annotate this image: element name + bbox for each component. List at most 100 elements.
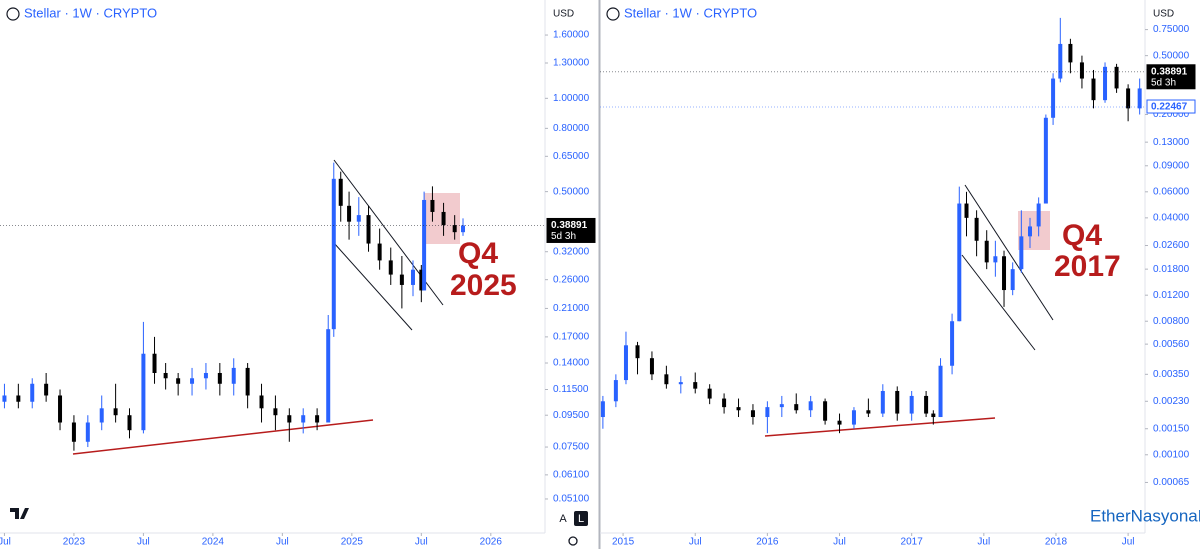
y-tick-label: 0.00065 [1153, 477, 1190, 488]
candle-body [203, 372, 208, 379]
y-tick-label: 0.65000 [553, 151, 590, 162]
candle-body [909, 395, 914, 414]
candle-body [613, 380, 618, 402]
candle-body [765, 407, 770, 418]
y-tick-label: 0.21000 [553, 303, 590, 314]
x-tick-label: 2015 [612, 537, 635, 548]
y-tick-label: 0.00350 [1153, 369, 1190, 380]
candle-body [388, 260, 393, 275]
y-tick-label: 0.50000 [1153, 50, 1190, 61]
price-tag-label: 0.22467 [1151, 102, 1188, 113]
candle-body [245, 367, 250, 396]
y-tick-label: 0.11500 [553, 384, 589, 395]
candle-body [190, 378, 195, 384]
candle-body [127, 415, 132, 431]
y-tick-label: 0.00800 [1153, 316, 1190, 327]
candle-body [993, 256, 998, 263]
x-tick-label: Jul [689, 537, 702, 548]
candle-body [1114, 66, 1119, 89]
candle-body [410, 269, 415, 285]
support-line [764, 417, 996, 437]
x-tick-label: Jul [833, 537, 846, 548]
scale-button[interactable] [556, 511, 570, 526]
x-tick-label: Jul [276, 537, 289, 548]
candle-body [950, 321, 955, 366]
y-tick-label: 1.30000 [553, 58, 590, 69]
y-tick-label: 0.02600 [1153, 240, 1190, 251]
y-tick-label: 0.20000 [1153, 109, 1190, 120]
candle-body [287, 415, 292, 423]
scale-button[interactable] [574, 511, 588, 526]
candle-body [1027, 226, 1032, 237]
scale-button-label[interactable]: A [559, 513, 567, 525]
candle-body [422, 199, 427, 291]
candle-body [851, 410, 856, 425]
candle-body [217, 372, 222, 384]
x-tick-label: 2017 [901, 537, 924, 548]
currency[interactable]: USD [1153, 9, 1174, 20]
annotation: 2017 [1054, 250, 1121, 283]
candle-body [623, 345, 628, 381]
x-tick-label: Jul [977, 537, 990, 548]
candle-body [1036, 203, 1041, 227]
candle-body [794, 404, 799, 411]
candle-body [430, 199, 435, 212]
y-tick-label: 0.05100 [553, 494, 590, 505]
channel-line [961, 254, 1036, 351]
candle-body [1079, 62, 1084, 79]
x-tick-label: Jul [415, 537, 428, 548]
y-tick-label: 0.09000 [1153, 160, 1190, 171]
x-tick-label: 2026 [480, 537, 503, 548]
candle-body [750, 410, 755, 418]
scale-button-label[interactable]: L [578, 513, 584, 525]
candle-body [152, 353, 157, 373]
y-tick-label: 0.14000 [553, 358, 590, 369]
candle-body [326, 329, 331, 423]
price-tag-label: 0.38891 [551, 220, 588, 231]
price-tag [546, 217, 596, 243]
candle-body [1103, 66, 1108, 101]
candle-body [441, 211, 446, 226]
candle-body [30, 383, 35, 402]
candle-body [974, 217, 979, 241]
support-line [72, 419, 374, 455]
x-tick-label: 2025 [341, 537, 364, 548]
y-tick-label: 0.00100 [1153, 449, 1190, 460]
candle-body [347, 205, 352, 222]
candle-body [113, 408, 118, 416]
candle-body [895, 390, 900, 414]
price-tag [1146, 64, 1196, 90]
y-tick-label: 0.26000 [553, 274, 590, 285]
y-tick-label: 0.32000 [553, 246, 590, 257]
candle-body [866, 410, 871, 414]
y-tick-label: 0.13000 [1153, 137, 1190, 148]
candle-body [273, 408, 278, 416]
candle-body [356, 215, 361, 222]
y-tick-label: 1.00000 [553, 93, 590, 104]
candle-body [2, 395, 7, 402]
annotation: Q4 [1062, 219, 1102, 252]
x-tick-label: 2018 [1045, 537, 1068, 548]
candle-body [678, 382, 683, 385]
price-tag-countdown: 5d 3h [1151, 77, 1176, 88]
y-tick-label: 1.60000 [553, 30, 590, 41]
candle-body [931, 413, 936, 418]
annotation: 2025 [450, 269, 517, 302]
y-tick-label: 0.07500 [553, 442, 590, 453]
candle-body [16, 395, 21, 402]
candle-body [880, 390, 885, 414]
candle-body [58, 395, 63, 423]
candle-body [176, 378, 181, 384]
candle-body [1051, 78, 1056, 118]
candle-body [141, 353, 146, 431]
price-tag [1146, 99, 1196, 114]
currency[interactable]: USD [553, 9, 574, 20]
settings-icon[interactable] [568, 536, 578, 546]
candle-body [399, 274, 404, 285]
candle-body [635, 345, 640, 359]
y-tick-label: 0.06000 [1153, 186, 1190, 197]
candle-body [1043, 117, 1048, 204]
candle-body [837, 420, 842, 425]
candle-body [85, 422, 90, 442]
